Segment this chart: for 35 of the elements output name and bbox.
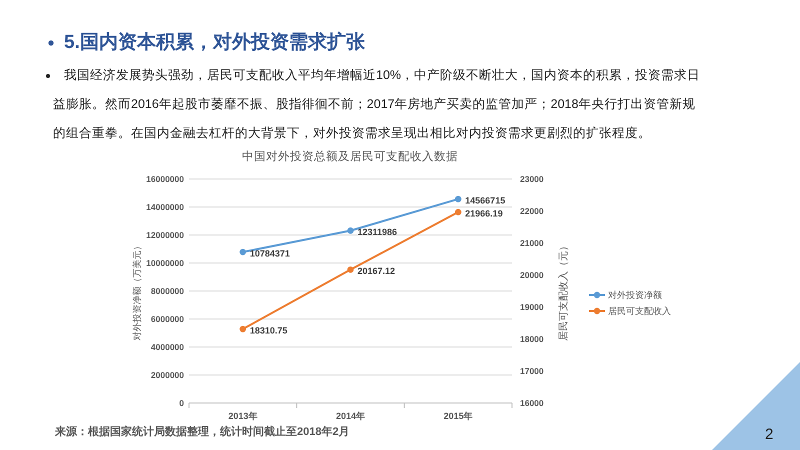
annotation: 5.国内资本积累，对外投资需求扩张 bbox=[64, 30, 366, 55]
data-label: 14566715 bbox=[465, 196, 506, 206]
y-tick-label: 10000000 bbox=[146, 258, 184, 268]
y2-tick-label: 21000 bbox=[520, 238, 544, 248]
y-tick-label: 16000000 bbox=[146, 174, 184, 184]
y2-tick-label: 17000 bbox=[520, 366, 544, 376]
chart-title: 中国对外投资总额及居民可支配收入数据 bbox=[242, 151, 458, 163]
y2-axis-title: 居民可支配收入（元） bbox=[558, 241, 570, 341]
y-tick-label: 8000000 bbox=[150, 286, 184, 296]
y-tick-label: 6000000 bbox=[150, 314, 184, 324]
data-label: 18310.75 bbox=[250, 326, 288, 336]
y2-tick-label: 16000 bbox=[520, 398, 544, 408]
annotation: 来源：根据国家统计局数据整理，统计时间截止至2018年2月 bbox=[55, 424, 351, 440]
y-tick-label: 2000000 bbox=[150, 370, 184, 380]
y-tick-label: 12000000 bbox=[146, 230, 184, 240]
data-label: 12311986 bbox=[358, 227, 398, 238]
annotation: 我国经济发展势头强劲，居民可支配收入平均年增幅近10%，中产阶级不断壮大，国内资本的积累，投资需求日益膨胀。然而2016年起股市萎靡不振、股指徘徊不前；2017年房地产买卖的监管加严；2018年央行打出资管新规的组合重拳。在国内金融去杠杆的大背景下，对外投资需求呈现出相比对内投资需求更剧烈的扩张程度。 bbox=[53, 67, 702, 142]
x-tick-label: 2015年 bbox=[444, 411, 473, 421]
legend-label: 对外投资净额 bbox=[608, 290, 662, 300]
y2-tick-label: 22000 bbox=[520, 206, 544, 216]
data-label: 10784371 bbox=[250, 248, 290, 259]
x-tick-label: 2014年 bbox=[336, 411, 366, 421]
y2-tick-label: 20000 bbox=[520, 270, 544, 280]
y-tick-label: 4000000 bbox=[150, 342, 184, 352]
y-tick-label: 14000000 bbox=[146, 202, 184, 212]
y2-tick-label: 19000 bbox=[520, 302, 544, 312]
y2-tick-label: 23000 bbox=[520, 174, 544, 184]
data-label: 20167.12 bbox=[358, 266, 396, 276]
annotation: 2 bbox=[765, 425, 774, 445]
y-tick-label: 0 bbox=[179, 398, 184, 408]
legend-label: 居民可支配收入 bbox=[608, 306, 671, 316]
x-tick-label: 2013年 bbox=[228, 411, 258, 421]
data-label: 21966.19 bbox=[465, 208, 503, 219]
y-axis-title: 对外投资净额（万美元） bbox=[132, 242, 142, 340]
y2-tick-label: 18000 bbox=[520, 334, 544, 344]
